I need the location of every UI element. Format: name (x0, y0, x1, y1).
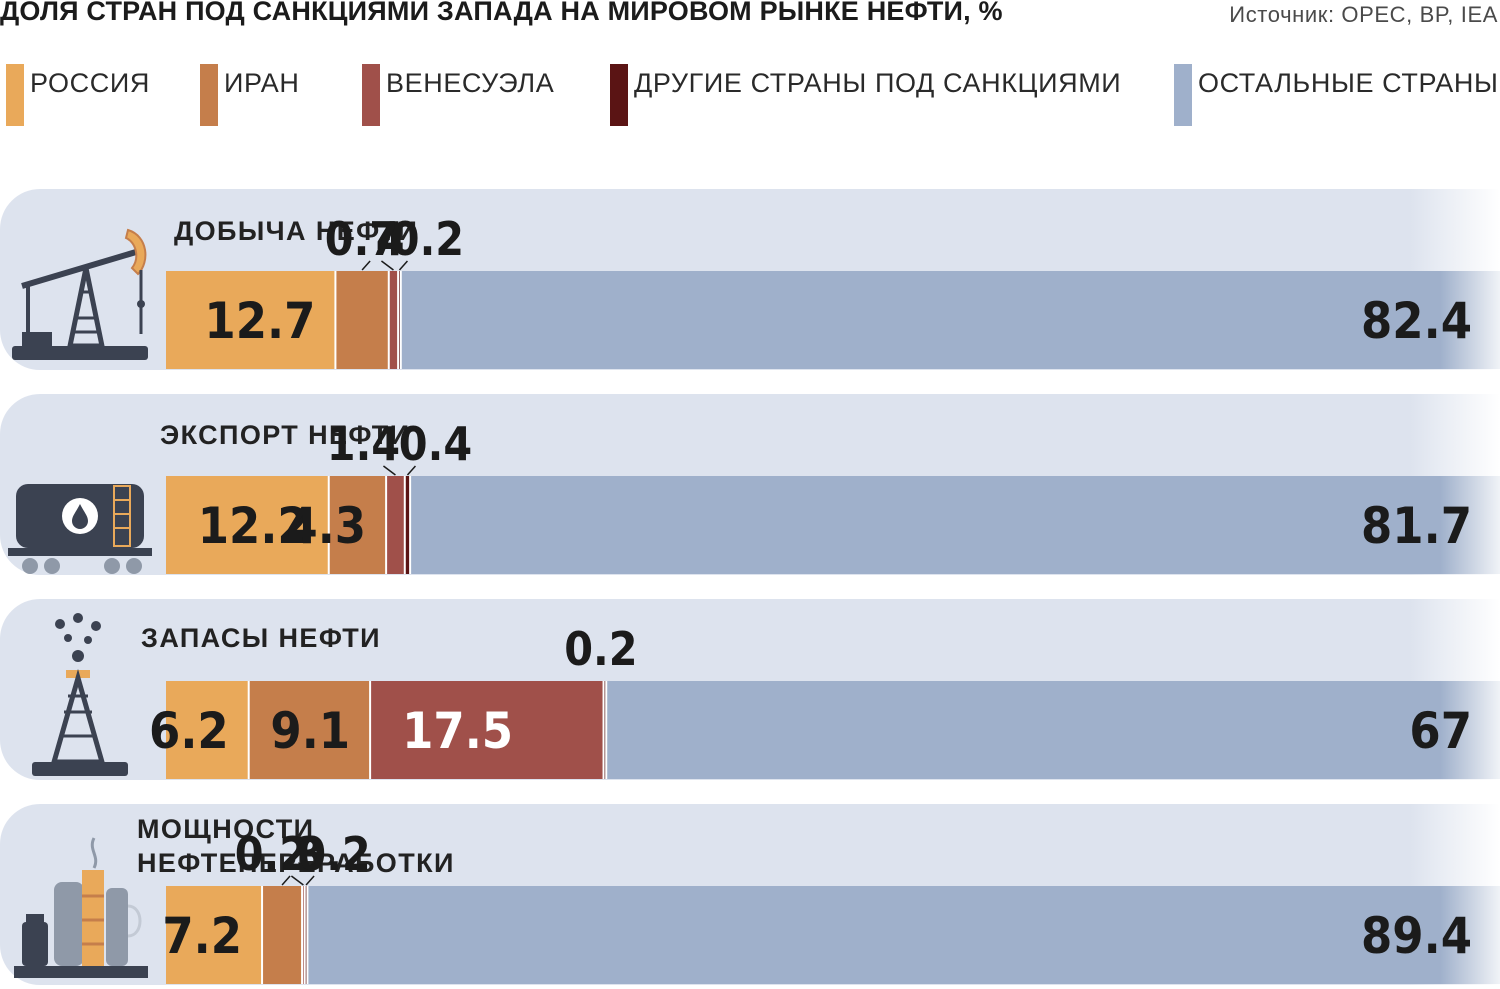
bar-reserves-venezuela (370, 681, 604, 779)
value-label-production-russia: 12.7 (204, 292, 315, 350)
bar-edge-fade (1440, 681, 1500, 779)
chart-title: ДОЛЯ СТРАН ПОД САНКЦИЯМИ ЗАПАДА НА МИРОВ… (0, 0, 1003, 26)
category-label-production: ДОБЫЧА НЕФТИ (174, 216, 419, 246)
bar-refining-iran (262, 886, 303, 984)
value-label-export-russia: 12.2 (198, 497, 309, 555)
bar-export-venezuela (386, 476, 405, 574)
category-label-reserves: ЗАПАСЫ НЕФТИ (141, 623, 381, 653)
category-label-refining: МОЩНОСТИ НЕФТЕПЕРЕРАБОТКИ (137, 814, 455, 878)
legend-swatch-venezuela (362, 64, 380, 126)
pumpjack-icon (12, 228, 148, 360)
value-label-reserves-other-sanctioned: 0.2 (564, 622, 637, 676)
leader-line-refining-venezuela (290, 875, 304, 886)
bar-export-iran (328, 476, 387, 574)
category-label-export: ЭКСПОРТ НЕФТИ (160, 420, 411, 450)
bar-production-rest (400, 271, 1500, 369)
value-label-production-rest: 82.4 (1361, 292, 1472, 350)
value-label-production-other-sanctioned: 0.2 (391, 212, 464, 266)
bar-production-other-sanctioned (398, 271, 401, 369)
legend-swatch-other-sanctioned (610, 64, 628, 126)
bar-edge-fade (1440, 886, 1500, 984)
legend-label-iran: ИРАН (224, 68, 300, 98)
value-label-refining-rest: 89.4 (1361, 907, 1472, 965)
value-label-production-venezuela: 0.7 (325, 212, 398, 266)
legend-swatch-russia (6, 64, 24, 126)
leader-line-production-venezuela (380, 260, 394, 271)
leader-line-refining-iran (281, 875, 291, 886)
bar-export-rest (410, 476, 1500, 574)
bar-reserves-other-sanctioned (603, 681, 607, 779)
bar-export-other-sanctioned (404, 476, 411, 574)
oil-derrick-icon (32, 613, 128, 776)
refinery-icon (14, 837, 148, 978)
bar-refining-rest (307, 886, 1500, 984)
bar-production-venezuela (388, 271, 399, 369)
value-label-refining-other-sanctioned: 0.2 (297, 827, 370, 881)
bar-refining-other-sanctioned (304, 886, 308, 984)
bar-reserves-iran (248, 681, 371, 779)
oil-tank-car-icon (8, 484, 152, 574)
legend-swatch-rest (1174, 64, 1192, 126)
bar-edge-fade (1440, 476, 1500, 574)
bar-reserves-russia (166, 681, 249, 779)
bar-export-russia (166, 476, 329, 574)
value-label-export-rest: 81.7 (1361, 497, 1472, 555)
value-label-reserves-rest: 67 (1409, 702, 1472, 760)
leader-line-export-other-sanctioned (406, 465, 417, 476)
value-label-refining-iran: 3 (296, 827, 325, 881)
legend-swatch-iran (200, 64, 218, 126)
value-label-reserves-venezuela: 17.5 (402, 702, 513, 760)
bar-reserves-rest (606, 681, 1500, 779)
bar-refining-russia (166, 886, 263, 984)
bar-edge-fade (1440, 271, 1500, 369)
value-label-refining-russia: 7.2 (162, 907, 242, 965)
legend-label-other-sanctioned: ДРУГИЕ СТРАНЫ ПОД САНКЦИЯМИ (634, 68, 1122, 98)
legend-label-russia: РОССИЯ (30, 68, 150, 98)
source-note: Источник: OPEC, BP, IEA (1229, 2, 1498, 27)
value-label-production-iran: 4 (376, 212, 405, 266)
leader-line-refining-other-sanctioned (305, 875, 315, 886)
value-label-export-iran: 4.3 (286, 497, 366, 555)
bar-production-russia (166, 271, 336, 369)
value-label-reserves-russia: 6.2 (149, 702, 229, 760)
leader-line-export-venezuela (382, 465, 396, 476)
leader-line-production-other-sanctioned (398, 260, 409, 271)
value-label-export-venezuela: 1.4 (327, 417, 400, 471)
value-label-refining-venezuela: 0.2 (235, 827, 308, 881)
legend-label-venezuela: ВЕНЕСУЭЛА (386, 68, 555, 98)
value-label-reserves-iran: 9.1 (270, 702, 350, 760)
legend-label-rest: ОСТАЛЬНЫЕ СТРАНЫ (1198, 68, 1499, 98)
bar-production-iran (335, 271, 389, 369)
leader-line-production-iran (361, 260, 371, 271)
bar-refining-venezuela (302, 886, 305, 984)
value-label-export-other-sanctioned: 0.4 (399, 417, 472, 471)
